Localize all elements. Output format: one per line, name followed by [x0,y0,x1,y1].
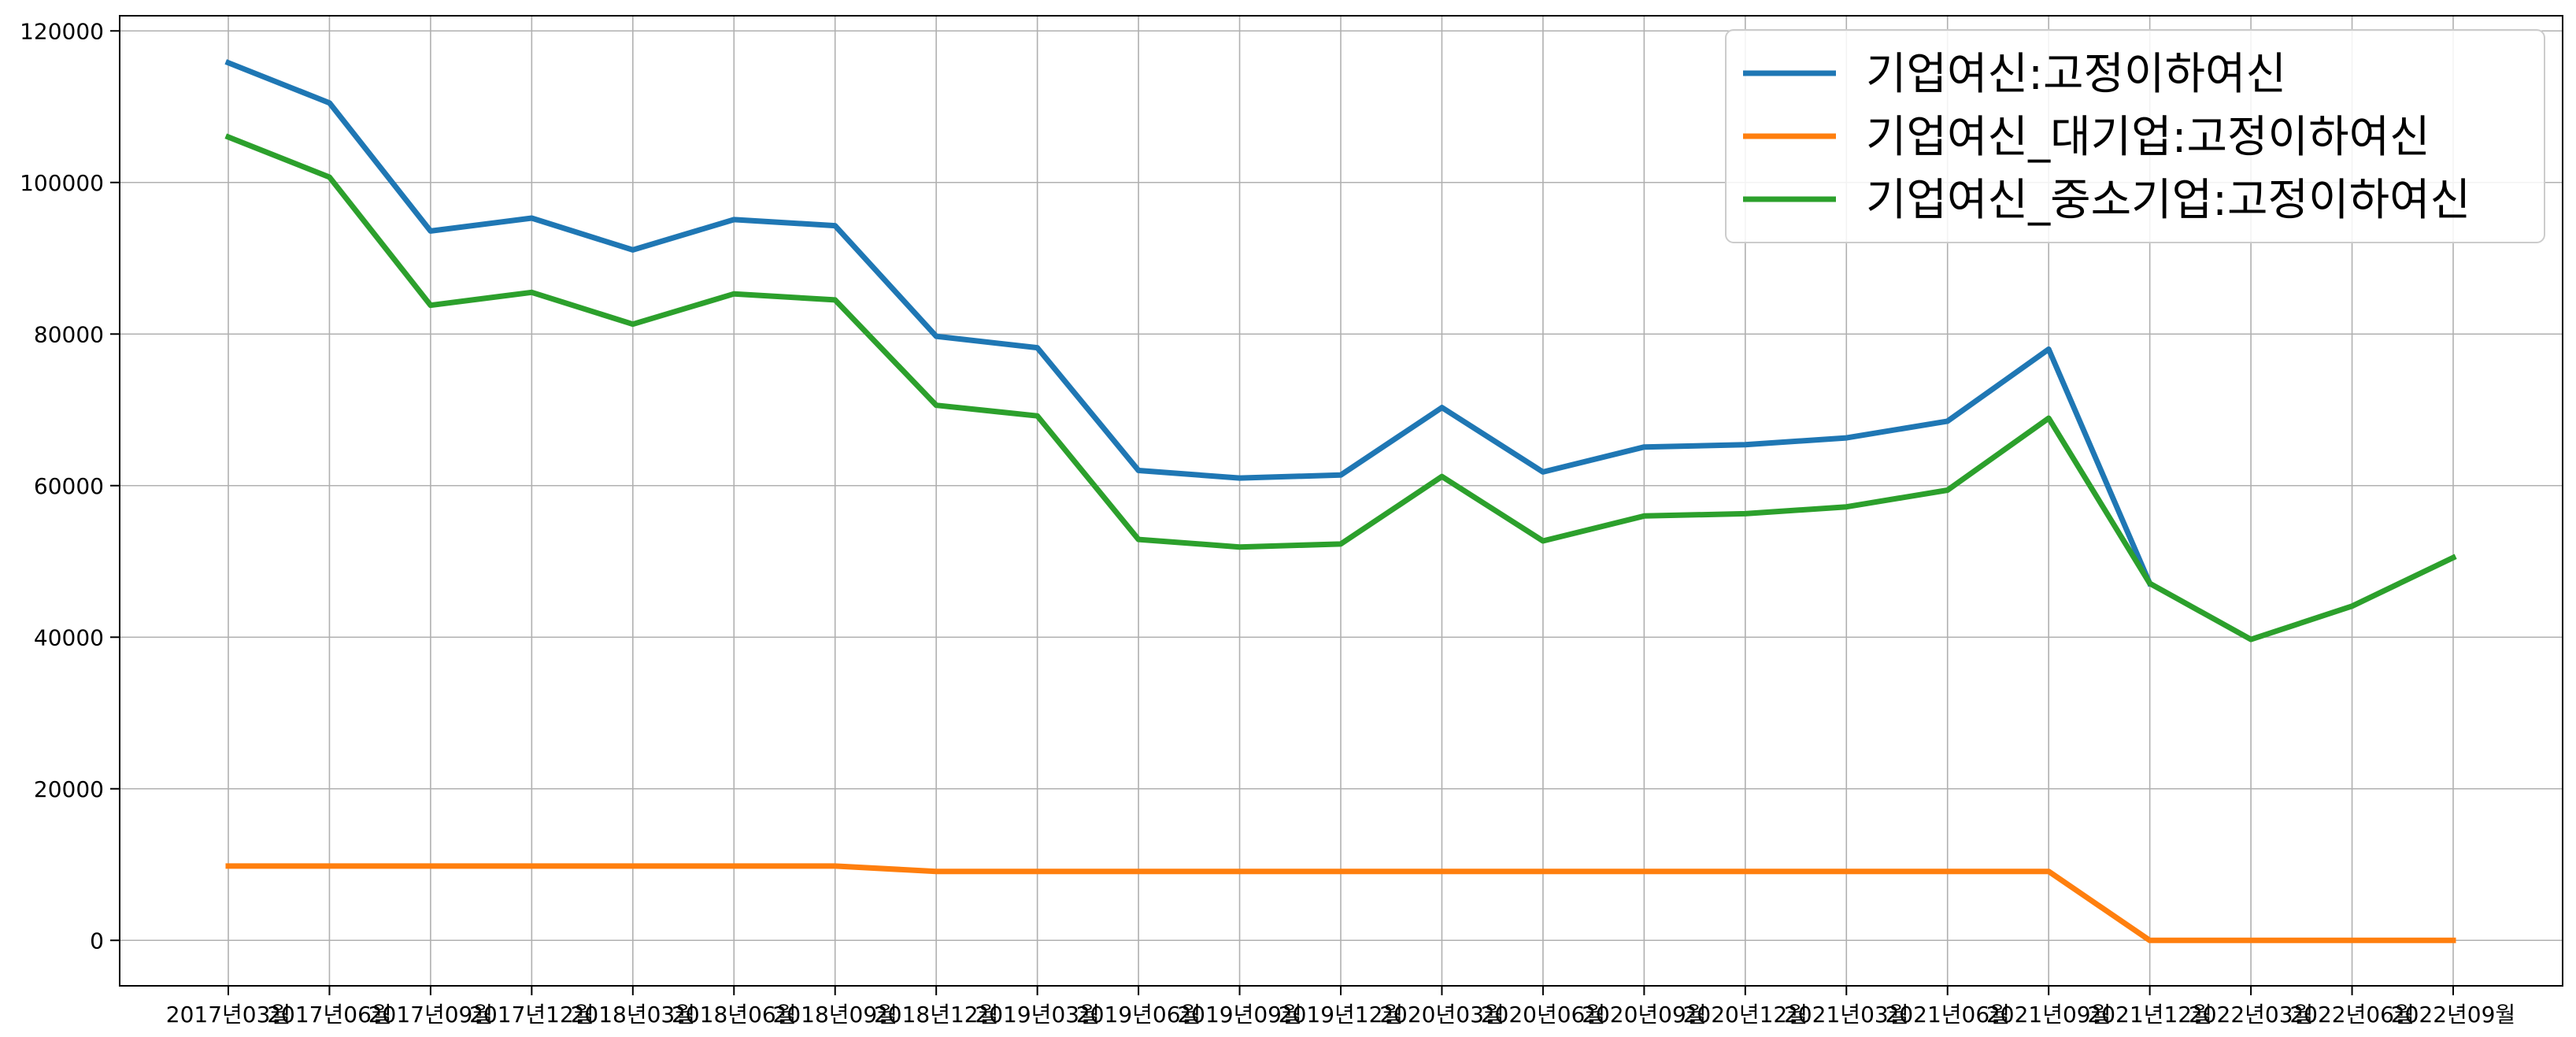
x-tick-label: 2019년06월 [1076,1002,1201,1028]
x-tick-label: 2018년09월 [773,1002,898,1028]
x-tick-label: 2019년03월 [975,1002,1099,1028]
x-tick-label: 2020년03월 [1379,1002,1504,1028]
series-lines [224,59,2457,943]
x-tick-label: 2022년09월 [2391,1002,2515,1028]
series-line-1 [224,59,2154,587]
axis-ticks: 0 20000 40000 60000 80000 100000 120000 2017년03… [20,18,2515,1028]
x-tick-label: 2021년09월 [1986,1002,2111,1028]
legend-label-3: 기업여신_중소기업:고정이하여신 [1866,175,2471,226]
x-tick-label: 2020년12월 [1683,1002,1808,1028]
x-tick-label: 2017년12월 [469,1002,594,1028]
legend: 기업여신:고정이하여신기업여신_대기업:고정이하여신기업여신_중소기업:고정이하… [1725,29,2545,243]
y-tick-label: 0 [90,928,104,954]
y-tick-label: 100000 [20,170,104,196]
x-tick-label: 2019년09월 [1177,1002,1301,1028]
x-tick-label: 2022년06월 [2289,1002,2414,1028]
y-tick-label: 40000 [34,624,104,650]
x-tick-label: 2018년06월 [672,1002,796,1028]
grid [120,16,2563,986]
x-tick-label: 2017년09월 [368,1002,493,1028]
x-tick-label: 2021년12월 [2087,1002,2211,1028]
x-tick-label: 2020년06월 [1481,1002,1605,1028]
y-tick-label: 20000 [34,776,104,802]
x-tick-label: 2018년12월 [874,1002,998,1028]
x-tick-label: 2021년03월 [1784,1002,1908,1028]
series-line-3 [224,133,2457,643]
x-tick-label: 2018년03월 [571,1002,695,1028]
x-tick-label: 2017년06월 [267,1002,391,1028]
x-tick-label: 2019년12월 [1279,1002,1403,1028]
x-tick-label: 2021년06월 [1886,1002,2010,1028]
y-tick-label: 80000 [34,321,104,347]
legend-label-2: 기업여신_대기업:고정이하여신 [1866,112,2430,163]
legend-box [1725,29,2545,243]
legend-label-1: 기업여신:고정이하여신 [1866,49,2286,100]
x-tick-label: 2020년09월 [1582,1002,1706,1028]
y-tick-label: 60000 [34,473,104,499]
x-tick-label: 2017년03월 [166,1002,291,1028]
y-tick-label: 120000 [20,18,104,44]
x-tick-label: 2022년03월 [2189,1002,2313,1028]
series-line-2 [225,863,2456,943]
